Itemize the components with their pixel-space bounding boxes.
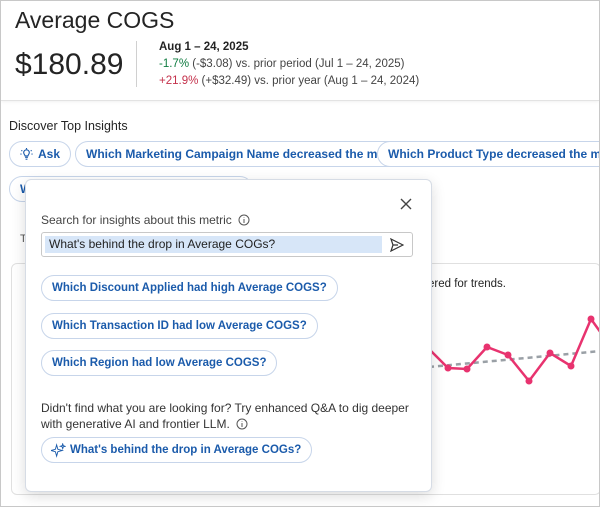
ask-chip[interactable]: Ask (9, 141, 72, 167)
ask-popup: Search for insights about this metric Wh… (25, 179, 432, 492)
ask-icon (20, 147, 33, 160)
chip-label: Which Discount Applied had high Average … (52, 282, 327, 294)
metric-title: Average COGS (15, 7, 175, 33)
search-label: Search for insights about this metric (41, 213, 232, 227)
qa-note: Didn't find what you are looking for? Tr… (41, 400, 411, 432)
change: -1.7% (159, 58, 190, 70)
insight-chip[interactable]: Which Marketing Campaign Name decreased … (75, 141, 414, 167)
note-text: Didn't find what you are looking for? Tr… (41, 401, 409, 431)
comparison-detail: (+$32.49) vs. prior year (Aug 1 – 24, 20… (201, 75, 420, 87)
section-title: Discover Top Insights (9, 119, 128, 133)
close-button[interactable] (400, 198, 412, 210)
suggestion-chip[interactable]: Which Transaction ID had low Average COG… (41, 313, 318, 339)
search-input[interactable]: What's behind the drop in Average COGs? (41, 232, 413, 257)
header-card (1, 1, 599, 101)
suggestion-chip[interactable]: Which Discount Applied had high Average … (41, 275, 338, 301)
chip-label: Which Transaction ID had low Average COG… (52, 320, 307, 332)
series-points (444, 315, 595, 385)
comparison-row: +21.9% (+$32.49) vs. prior year (Aug 1 –… (159, 75, 419, 87)
metric-value: $180.89 (15, 48, 124, 81)
qa-chip[interactable]: What's behind the drop in Average COGs? (41, 437, 313, 463)
comparison-detail: (-$3.08) vs. prior period (Jul 1 – 24, 2… (192, 58, 405, 70)
tab-label: T (20, 233, 27, 245)
search-label-row: Search for insights about this metric (41, 213, 250, 227)
chip-label: Ask (38, 147, 61, 161)
info-icon (236, 418, 248, 430)
sparkle-icon (51, 443, 66, 458)
change: +21.9% (159, 75, 199, 87)
info-icon (238, 214, 250, 226)
comparison-row: -1.7% (-$3.08) vs. prior period (Jul 1 –… (159, 58, 404, 70)
suggestion-chip[interactable]: Which Region had low Average COGS? (41, 350, 278, 376)
period: Aug 1 – 24, 2025 (159, 41, 249, 53)
send-button[interactable] (390, 238, 404, 252)
chip-label: Which Product Type decreased the most? (388, 147, 599, 161)
chip-label: Which Region had low Average COGS? (52, 357, 267, 369)
divider (136, 41, 137, 87)
query-text: What's behind the drop in Average COGs? (45, 236, 382, 253)
trend-line (428, 349, 599, 369)
chip-label: Which Marketing Campaign Name decreased … (86, 147, 403, 161)
insight-chip[interactable]: Which Product Type decreased the most? (377, 141, 599, 167)
chart-note: ered for trends. (428, 278, 506, 290)
chip-label: What's behind the drop in Average COGs? (70, 444, 302, 456)
series-line (428, 316, 599, 384)
